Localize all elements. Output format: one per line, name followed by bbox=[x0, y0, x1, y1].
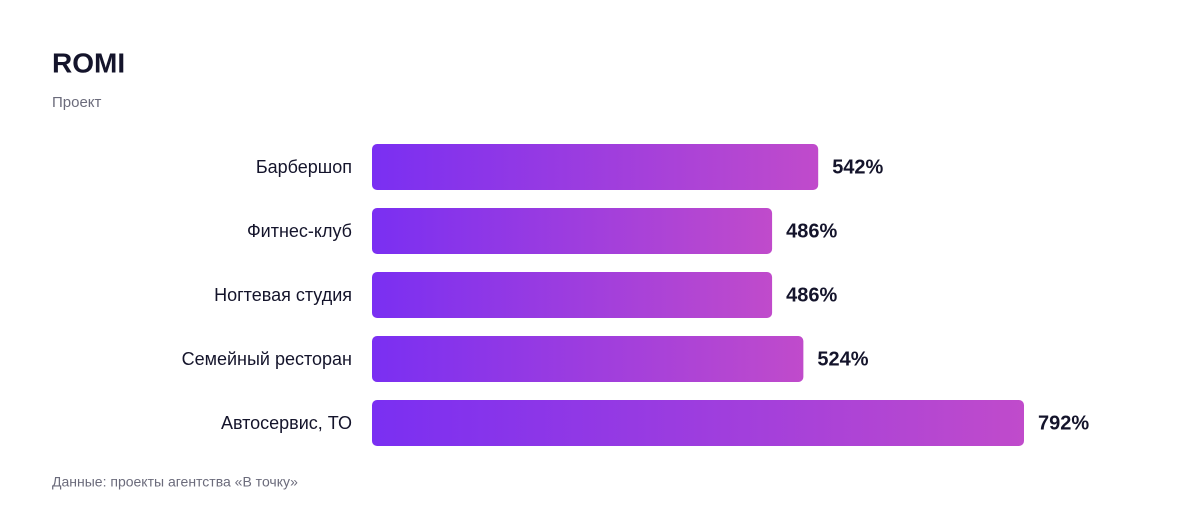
chart-subtitle: Проект bbox=[52, 94, 102, 111]
bar bbox=[372, 336, 804, 382]
chart-title: ROMI bbox=[52, 47, 125, 78]
value-label: 542% bbox=[832, 156, 883, 178]
bar bbox=[372, 272, 773, 318]
category-label: Ногтевая студия bbox=[214, 285, 352, 305]
category-label: Барбершоп bbox=[256, 157, 352, 177]
category-label: Автосервис, ТО bbox=[221, 413, 352, 433]
value-label: 524% bbox=[817, 348, 868, 370]
category-label: Фитнес-клуб bbox=[247, 221, 352, 241]
bar bbox=[372, 208, 773, 254]
bar bbox=[372, 144, 819, 190]
bar bbox=[372, 400, 1024, 446]
value-label: 792% bbox=[1038, 412, 1089, 434]
value-label: 486% bbox=[786, 284, 837, 306]
value-label: 486% bbox=[786, 220, 837, 242]
source-note: Данные: проекты агентства «В точку» bbox=[52, 474, 298, 490]
category-label: Семейный ресторан bbox=[182, 349, 352, 369]
